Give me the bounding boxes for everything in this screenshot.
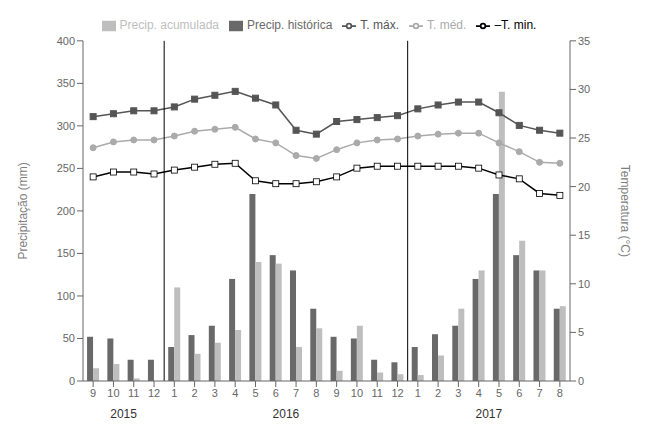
svg-text:2: 2 <box>435 387 441 399</box>
svg-text:30: 30 <box>578 83 590 95</box>
svg-text:0: 0 <box>578 375 584 387</box>
svg-text:7: 7 <box>537 387 543 399</box>
svg-text:11: 11 <box>128 387 139 399</box>
svg-text:20: 20 <box>578 181 590 193</box>
svg-text:50: 50 <box>63 332 75 344</box>
svg-text:5: 5 <box>496 387 502 399</box>
svg-text:3: 3 <box>455 387 461 399</box>
svg-text:4: 4 <box>232 387 238 399</box>
svg-text:5: 5 <box>252 387 258 399</box>
svg-text:15: 15 <box>578 229 590 241</box>
svg-text:8: 8 <box>557 387 563 399</box>
html-text:Precip. acumulada: Precip. acumulada <box>119 18 219 32</box>
html-text:–T. min.: –T. min. <box>494 18 537 32</box>
svg-text:10: 10 <box>351 387 363 399</box>
svg-text:0: 0 <box>69 375 75 387</box>
svg-text:300: 300 <box>57 120 75 132</box>
svg-text:100: 100 <box>57 290 75 302</box>
svg-text:12: 12 <box>391 387 403 399</box>
svg-text:4: 4 <box>476 387 482 399</box>
svg-text:250: 250 <box>57 162 75 174</box>
svg-text:2017: 2017 <box>475 407 502 421</box>
svg-text:25: 25 <box>578 132 590 144</box>
svg-text:200: 200 <box>57 205 75 217</box>
svg-text:12: 12 <box>148 387 160 399</box>
svg-text:8: 8 <box>313 387 319 399</box>
svg-text:3: 3 <box>212 387 218 399</box>
svg-text:2015: 2015 <box>110 407 137 421</box>
svg-text:2: 2 <box>192 387 198 399</box>
svg-text:10: 10 <box>578 278 590 290</box>
html-text:Precip. histórica: Precip. histórica <box>247 18 333 32</box>
svg-text:35: 35 <box>578 35 590 47</box>
svg-text:5: 5 <box>578 326 584 338</box>
svg-text:11: 11 <box>372 387 383 399</box>
svg-text:1: 1 <box>171 387 177 399</box>
svg-text:9: 9 <box>90 387 96 399</box>
svg-text:10: 10 <box>107 387 119 399</box>
svg-text:7: 7 <box>293 387 299 399</box>
svg-text:6: 6 <box>516 387 522 399</box>
svg-text:1: 1 <box>415 387 421 399</box>
svg-text:2016: 2016 <box>273 407 300 421</box>
html-text:T. máx.: T. máx. <box>360 18 399 32</box>
svg-text:Temperatura (°C): Temperatura (°C) <box>618 165 632 257</box>
svg-text:6: 6 <box>273 387 279 399</box>
svg-text:350: 350 <box>57 77 75 89</box>
svg-text:150: 150 <box>57 247 75 259</box>
svg-text:9: 9 <box>334 387 340 399</box>
svg-text:Precipitação (mm): Precipitação (mm) <box>16 162 30 259</box>
html-text:T. méd.: T. méd. <box>427 18 467 32</box>
svg-text:400: 400 <box>57 35 75 47</box>
